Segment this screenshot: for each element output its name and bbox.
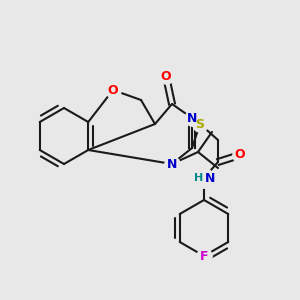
Text: H: H	[194, 173, 203, 183]
Text: O: O	[235, 148, 245, 161]
Text: O: O	[161, 70, 171, 83]
Text: O: O	[108, 83, 118, 97]
Text: F: F	[200, 250, 208, 262]
Text: S: S	[196, 118, 205, 130]
Text: N: N	[205, 172, 215, 184]
Text: N: N	[167, 158, 177, 170]
Text: N: N	[187, 112, 197, 124]
